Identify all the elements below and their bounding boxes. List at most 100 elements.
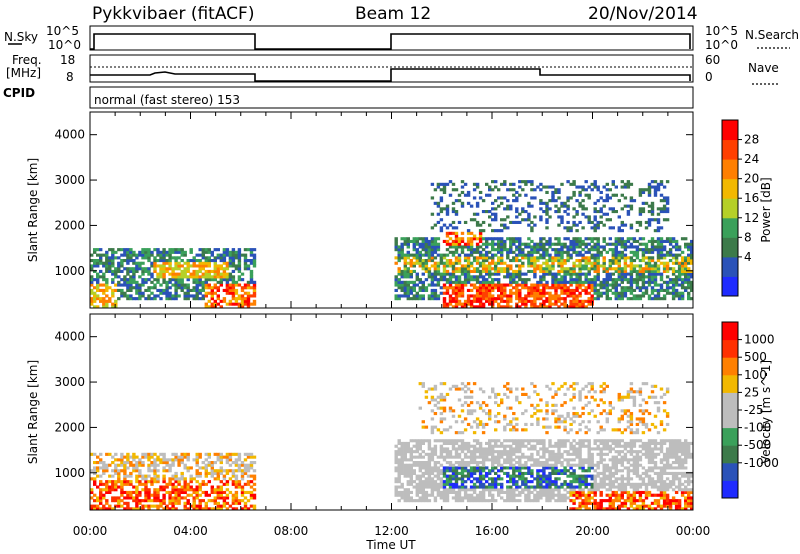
- heatmap-cell: [690, 253, 694, 257]
- heatmap-cell: [521, 412, 525, 416]
- heatmap-cell: [198, 504, 202, 508]
- heatmap-cell: [409, 291, 413, 295]
- heatmap-cell: [394, 469, 398, 473]
- heatmap-cell: [629, 269, 634, 273]
- heatmap-cell: [635, 278, 640, 282]
- heatmap-cell: [491, 242, 495, 246]
- heatmap-cell: [442, 261, 447, 265]
- heatmap-cell: [153, 269, 157, 273]
- heatmap-cell: [249, 490, 254, 494]
- heatmap-cell: [563, 401, 567, 405]
- nave-label: Nave: [748, 61, 779, 75]
- heatmap-cell: [222, 455, 227, 459]
- heatmap-cell: [186, 278, 190, 282]
- heatmap-cell: [506, 422, 510, 426]
- heatmap-cell: [472, 496, 477, 500]
- heatmap-cell: [578, 242, 582, 246]
- heatmap-cell: [475, 250, 480, 254]
- heatmap-cell: [578, 259, 582, 263]
- heatmap-cell: [503, 444, 507, 448]
- heatmap-cell: [548, 480, 552, 484]
- heatmap-cell: [509, 188, 513, 192]
- heatmap-cell: [463, 182, 468, 186]
- heatmap-cell: [548, 294, 552, 298]
- heatmap-cell: [530, 180, 534, 184]
- heatmap-cell: [602, 204, 606, 208]
- heatmap-cell: [617, 256, 621, 260]
- heatmap-cell: [488, 302, 492, 306]
- heatmap-cell: [153, 297, 157, 301]
- heatmap-cell: [572, 297, 576, 301]
- heatmap-cell: [575, 185, 579, 189]
- heatmap-cell: [653, 269, 658, 273]
- colorbar-swatch: [722, 178, 738, 199]
- heatmap-cell: [114, 256, 118, 260]
- heatmap-cell: [225, 482, 230, 486]
- heatmap-cell: [442, 269, 447, 273]
- heatmap-cell: [460, 482, 465, 486]
- heatmap-cell: [442, 283, 447, 287]
- heatmap-cell: [578, 482, 582, 486]
- heatmap-cell: [460, 485, 465, 489]
- heatmap-cell: [174, 501, 178, 505]
- heatmap-cell: [521, 218, 525, 222]
- heatmap-cell: [557, 188, 561, 192]
- heatmap-cell: [569, 463, 573, 467]
- heatmap-cell: [198, 455, 202, 459]
- heatmap-cell: [506, 466, 510, 470]
- heatmap-cell: [421, 283, 425, 287]
- heatmap-cell: [403, 488, 407, 492]
- heatmap-cell: [488, 256, 492, 260]
- heatmap-cell: [478, 444, 483, 448]
- heatmap-cell: [566, 412, 570, 416]
- heatmap-cell: [117, 261, 121, 265]
- heatmap-cell: [436, 204, 441, 208]
- heatmap-cell: [400, 280, 404, 284]
- heatmap-cell: [394, 488, 398, 492]
- heatmap-cell: [156, 493, 160, 497]
- heatmap-cell: [99, 493, 103, 497]
- heatmap-cell: [246, 463, 251, 467]
- heatmap-cell: [566, 474, 570, 478]
- heatmap-cell: [457, 253, 462, 257]
- heatmap-cell: [460, 231, 465, 235]
- heatmap-cell: [198, 471, 202, 475]
- heatmap-cell: [509, 452, 513, 456]
- heatmap-cell: [539, 275, 543, 279]
- heatmap-cell: [533, 493, 537, 497]
- heatmap-cell: [156, 278, 160, 282]
- heatmap-cell: [566, 199, 570, 203]
- heatmap-cell: [457, 477, 462, 481]
- heatmap-cell: [451, 471, 456, 475]
- heatmap-cell: [424, 390, 429, 394]
- heatmap-cell: [515, 248, 519, 252]
- heatmap-cell: [545, 499, 549, 503]
- heatmap-cell: [451, 210, 456, 214]
- heatmap-cell: [171, 501, 175, 505]
- heatmap-cell: [147, 250, 151, 254]
- heatmap-cell: [120, 493, 124, 497]
- heatmap-cell: [614, 259, 618, 263]
- heatmap-cell: [424, 477, 429, 481]
- heatmap-cell: [674, 269, 679, 273]
- heatmap-cell: [662, 185, 667, 189]
- heatmap-cell: [512, 250, 516, 254]
- heatmap-cell: [557, 239, 561, 243]
- heatmap-cell: [159, 267, 163, 271]
- heatmap-cell: [201, 272, 205, 276]
- heatmap-cell: [515, 280, 519, 284]
- heatmap-cell: [644, 267, 649, 271]
- heatmap-cell: [623, 278, 628, 282]
- heatmap-cell: [219, 466, 223, 470]
- heatmap-cell: [557, 488, 561, 492]
- heatmap-cell: [587, 256, 591, 260]
- heatmap-cell: [189, 275, 193, 279]
- heatmap-cell: [99, 496, 103, 500]
- heatmap-cell: [442, 297, 447, 301]
- heatmap-cell: [509, 239, 513, 243]
- heatmap-cell: [90, 490, 94, 494]
- heatmap-cell: [656, 250, 661, 254]
- heatmap-cell: [430, 428, 435, 432]
- heatmap-cell: [183, 452, 187, 456]
- heatmap-cell: [536, 248, 540, 252]
